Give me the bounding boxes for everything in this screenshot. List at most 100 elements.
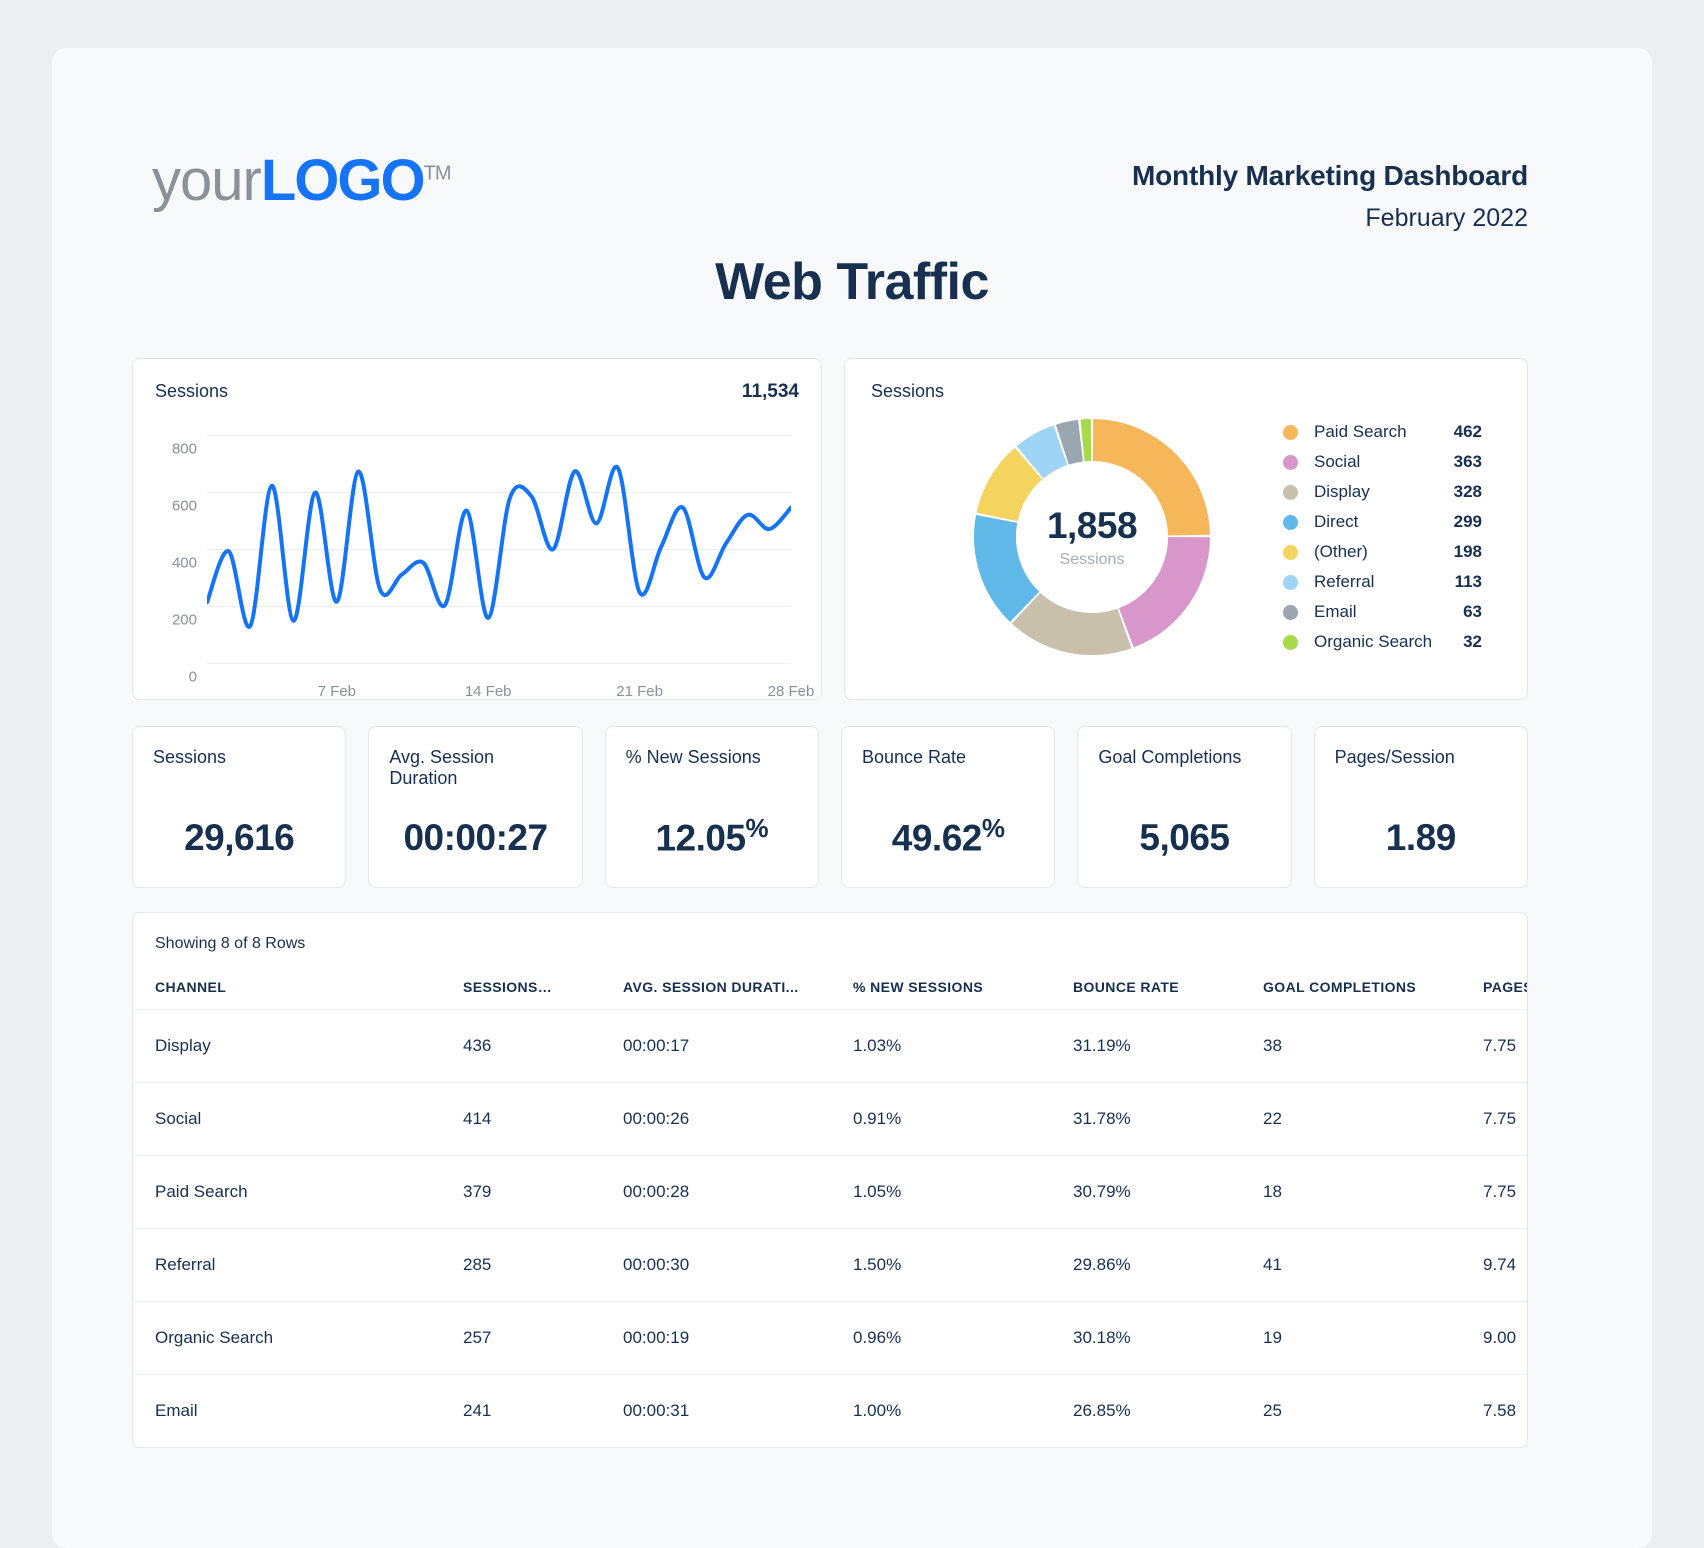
legend-item-label: Organic Search [1314,632,1433,651]
y-axis-tick-label: 600 [171,497,197,515]
scorecards-row: Sessions 29,616 Avg. Session Duration 00:00… [132,726,1528,888]
legend-item[interactable]: Referral 113 [1283,567,1482,597]
table-cell: Social [133,1082,463,1156]
table-cell: 00:00:28 [623,1155,853,1229]
grid-line [207,435,791,436]
line-series [207,464,791,629]
table-cell: 00:00:26 [623,1082,853,1156]
scorecard-label: Goal Completions [1098,747,1242,767]
table-cell: 00:00:17 [623,1009,853,1083]
legend-item[interactable]: Display 328 [1283,477,1482,507]
logo-text-logo: LOGO [260,148,426,213]
scorecard-label: Sessions [153,747,227,767]
scorecard: % New Sessions 12.05% [604,726,819,888]
table-cell: 285 [463,1228,623,1302]
charts-row: Sessions 11,534 0 200 400 600 800 7 Feb 14 Fe… [132,358,1528,700]
table-cell: 414 [463,1082,623,1156]
table-cell: 41 [1263,1228,1483,1302]
table-cell: Display [133,1009,463,1083]
donut-segment[interactable] [1011,592,1132,655]
donut-chart-header: Sessions [871,381,1505,402]
legend-color-dot-icon [1283,544,1298,560]
scorecard-value-suffix: % [981,812,1005,843]
donut-segment[interactable] [1118,537,1210,648]
scorecard: Goal Completions 5,065 [1077,726,1292,888]
table-column-header[interactable]: CHANNEL [155,979,227,995]
logo-text-your: your [152,148,262,213]
legend-item[interactable]: Organic Search 32 [1283,627,1482,657]
legend-color-dot-icon [1283,424,1298,440]
scorecard-label: Pages/Session [1334,747,1455,767]
table-cell: 7.75 [1483,1009,1527,1083]
legend-item[interactable]: Email 63 [1283,597,1482,627]
donut-chart-label: Sessions [871,381,945,401]
table-column-header[interactable]: GOAL COMPLETIONS [1263,979,1417,995]
donut-graphic: 1,858 Sessions [967,412,1217,662]
scorecard-value: 49.62% [891,812,1005,858]
table-cell: 25 [1263,1374,1483,1447]
grid-line [207,663,791,664]
table-column-header[interactable]: SESSIONS [463,979,623,1010]
table-cell: 26.85% [1073,1374,1263,1447]
logo-trademark-symbol: TM [423,162,452,185]
table-cell: 7.58 [1483,1374,1527,1447]
scorecard-value: 29,616 [184,817,295,858]
scorecard-value: 5,065 [1139,817,1230,858]
table-row[interactable]: Referral 285 00:00:30 1.50% 29.86% 41 9.74 [133,1228,1527,1302]
legend-color-dot-icon [1283,454,1298,470]
scorecard: Bounce Rate 49.62% [840,726,1056,888]
legend-item-value: 462 [1453,422,1482,441]
y-axis-tick-label: 400 [171,554,197,572]
legend-color-dot-icon [1283,514,1298,530]
legend-item[interactable]: Direct 299 [1283,507,1482,537]
table-cell: 31.78% [1073,1082,1263,1156]
table-cell: 29.86% [1073,1228,1263,1302]
donut-segment[interactable] [1080,419,1092,462]
dashboard-title: Monthly Marketing Dashboard [1132,160,1528,191]
page-title: Web Traffic [715,253,989,311]
legend-item[interactable]: Paid Search 462 [1283,417,1482,447]
scorecard-label: Avg. Session Duration [389,747,495,788]
line-chart-label: Sessions [155,381,229,401]
donut-segment[interactable] [974,515,1040,622]
table-row[interactable]: Paid Search 379 00:00:28 1.05% 30.79% 18 7.75 [133,1155,1527,1229]
legend-item[interactable]: (Other) 198 [1283,537,1482,567]
y-axis-tick-label: 0 [188,668,197,686]
table-row[interactable]: Social 414 00:00:26 0.91% 31.78% 22 7.75 [133,1082,1527,1156]
legend-item[interactable]: Social 363 [1283,447,1482,477]
legend-color-dot-icon [1283,484,1298,500]
legend-item-value: 328 [1453,482,1482,501]
legend-item-label: Direct [1314,512,1359,531]
donut-segment[interactable] [1092,419,1210,536]
table-cell: 257 [463,1301,623,1375]
table-column-header[interactable]: PAGES/SESSION [1483,979,1527,995]
table-row[interactable]: Display 436 00:00:17 1.03% 31.19% 38 7.75 [133,1009,1527,1083]
table-cell: 436 [463,1009,623,1083]
sessions-line-chart-card: Sessions 11,534 0 200 400 600 800 7 Feb 14 Fe… [132,358,822,700]
donut-segment[interactable] [1016,425,1068,479]
legend-item-value: 113 [1454,572,1482,591]
donut-center-value: 1,858 [1046,505,1138,546]
table-cell: Email [133,1374,463,1447]
table-cell: Paid Search [133,1155,463,1229]
table-row[interactable]: Organic Search 257 00:00:19 0.96% 30.18% 19 9.… [133,1301,1527,1375]
legend-item-label: Paid Search [1314,422,1407,441]
donut-center-caption: Sessions [1059,551,1125,568]
scorecard: Avg. Session Duration 00:00:27 [368,726,583,888]
legend-item-value: 299 [1453,512,1482,531]
grid-line [207,606,791,607]
table-cell: 30.18% [1073,1301,1263,1375]
table-cell: 9.74 [1483,1228,1527,1302]
table-column-header[interactable]: AVG. SESSION DURATI... [623,979,799,995]
scorecard-value: 1.89 [1385,817,1457,858]
legend-item-label: Referral [1314,572,1375,591]
legend-item-label: (Other) [1314,542,1368,561]
donut-segment[interactable] [1055,419,1084,465]
donut-segment[interactable] [976,447,1043,522]
table-row[interactable]: Email 241 00:00:31 1.00% 26.85% 25 7.58 [133,1374,1527,1447]
table-column-header[interactable]: BOUNCE RATE [1073,979,1180,995]
legend-item-value: 198 [1453,542,1482,561]
scorecard-value: 00:00:27 [403,817,548,858]
table-column-header[interactable]: % NEW SESSIONS [853,979,984,995]
x-axis-tick-label: 14 Feb [464,683,512,700]
